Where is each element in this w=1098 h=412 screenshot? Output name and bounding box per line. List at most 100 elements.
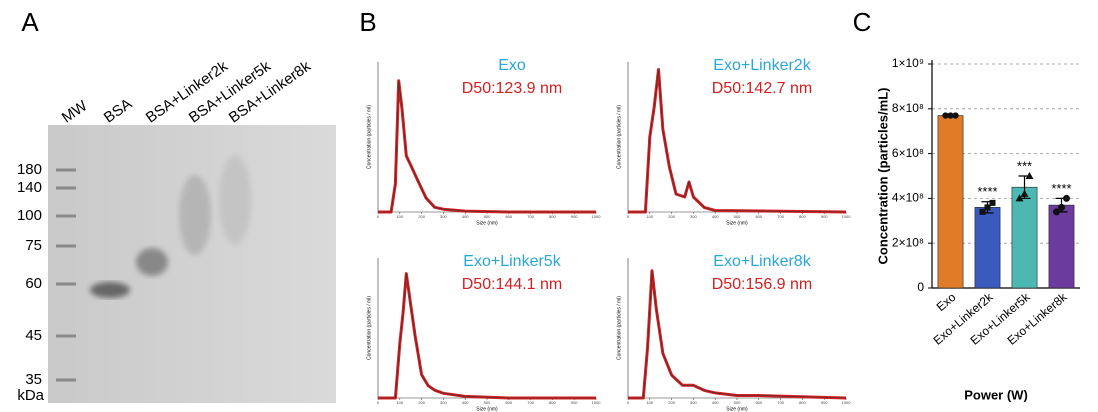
x-tick-label: 400 (462, 400, 469, 405)
y-axis-label: Concentration (particles/mL) (875, 88, 890, 265)
gel-band (136, 248, 168, 276)
bar (975, 207, 1000, 288)
x-tick-label: 300 (690, 214, 697, 219)
x-tick-label: Exo (934, 290, 959, 314)
plot-subtitle: D50:156.9 nm (712, 276, 813, 293)
x-tick-label: 500 (484, 400, 491, 405)
x-tick-label: 1000 (592, 400, 602, 405)
x-tick-label: 600 (755, 400, 762, 405)
gel-smear (179, 175, 211, 255)
x-tick-label: 1000 (842, 400, 852, 405)
plot-subtitle: D50:142.7 nm (712, 80, 813, 97)
x-tick-label: 800 (549, 214, 556, 219)
figure: ABCMWBSABSA+Linker2kBSA+Linker5kBSA+Link… (0, 0, 1098, 412)
x-tick-label: 300 (440, 214, 447, 219)
curve-outline (378, 81, 596, 212)
gel-smear (219, 155, 251, 245)
x-tick-label: 600 (505, 214, 512, 219)
x-tick-label: 400 (712, 214, 719, 219)
y-tick-label: 1×10⁹ (892, 56, 924, 70)
significance: *** (1017, 158, 1032, 173)
marker-label: 140 (17, 179, 42, 196)
data-point (990, 200, 996, 206)
marker-label: 75 (25, 237, 42, 254)
marker-label: 100 (17, 207, 42, 224)
data-point (952, 112, 958, 118)
panel-label: A (21, 7, 39, 37)
x-tick-label: 700 (527, 400, 534, 405)
x-tick-label: 500 (734, 214, 741, 219)
plot-title: Exo+Linker8k (713, 253, 811, 270)
x-axis-label: Power (W) (964, 387, 1028, 402)
lane-label: MW (59, 97, 91, 127)
x-tick-label: 800 (799, 400, 806, 405)
x-tick-label: 0 (377, 214, 380, 219)
x-tick-label: 200 (418, 400, 425, 405)
x-tick-label: 900 (571, 214, 578, 219)
significance: **** (1051, 181, 1071, 196)
plot-subtitle: D50:123.9 nm (462, 80, 563, 97)
gel-band (90, 282, 130, 298)
marker-label: 60 (25, 275, 42, 292)
plot-title: Exo (498, 57, 526, 74)
y-axis-label: Concentration (particles / ml) (366, 296, 372, 360)
x-tick-label: 800 (799, 214, 806, 219)
data-point (1063, 195, 1070, 202)
x-tick-label: 0 (627, 214, 630, 219)
x-tick-label: 700 (777, 214, 784, 219)
plot-title: Exo+Linker5k (463, 253, 561, 270)
x-tick-label: 100 (396, 214, 403, 219)
distribution-curve (378, 81, 596, 212)
y-axis-label: Concentration (particles / ml) (616, 105, 622, 169)
x-tick-label: 200 (668, 400, 675, 405)
x-tick-label: 500 (734, 400, 741, 405)
x-tick-label: 1000 (842, 214, 852, 219)
y-tick-label: 8×10⁸ (892, 101, 924, 115)
x-tick-label: 200 (418, 214, 425, 219)
x-axis-label: Size (nm) (476, 406, 498, 412)
panel-label: B (359, 7, 376, 37)
y-axis-label: Concentration (particles / ml) (616, 296, 622, 360)
bar (1049, 205, 1074, 288)
panel-label: C (853, 7, 872, 37)
x-tick-label: 0 (627, 400, 630, 405)
x-tick-label: 400 (462, 214, 469, 219)
x-tick-label: 100 (646, 400, 653, 405)
y-tick-label: 0 (917, 280, 924, 294)
x-axis-label: Size (nm) (476, 220, 498, 226)
x-tick-label: 400 (712, 400, 719, 405)
x-tick-label: 600 (755, 214, 762, 219)
x-tick-label: 900 (821, 214, 828, 219)
lane-label: BSA (101, 95, 135, 126)
unit-label: kDa (17, 387, 44, 404)
x-tick-label: 900 (571, 400, 578, 405)
x-tick-label: 900 (821, 400, 828, 405)
y-tick-label: 2×10⁸ (892, 235, 924, 249)
gel-image (48, 125, 336, 403)
marker-label: 45 (25, 327, 42, 344)
y-tick-label: 6×10⁸ (892, 146, 924, 160)
bar (938, 116, 963, 288)
x-tick-label: 1000 (592, 214, 602, 219)
marker-label: 35 (25, 371, 42, 388)
data-point (1058, 204, 1065, 211)
x-tick-label: 100 (396, 400, 403, 405)
x-tick-label: 700 (777, 400, 784, 405)
x-tick-label: 300 (440, 400, 447, 405)
plot-subtitle: D50:144.1 nm (462, 276, 563, 293)
y-axis-label: Concentration (particles / ml) (366, 105, 372, 169)
x-tick-label: 800 (549, 400, 556, 405)
x-tick-label: 300 (690, 400, 697, 405)
y-tick-label: 4×10⁸ (892, 191, 924, 205)
significance: **** (977, 184, 997, 199)
x-tick-label: 0 (377, 400, 380, 405)
x-tick-label: 500 (484, 214, 491, 219)
x-tick-label: 100 (646, 214, 653, 219)
plot-title: Exo+Linker2k (713, 57, 811, 74)
x-tick-label: 600 (505, 400, 512, 405)
x-axis-label: Size (nm) (726, 220, 748, 226)
marker-label: 180 (17, 161, 42, 178)
x-tick-label: 700 (527, 214, 534, 219)
bar (1012, 187, 1037, 288)
x-axis-label: Size (nm) (726, 406, 748, 412)
